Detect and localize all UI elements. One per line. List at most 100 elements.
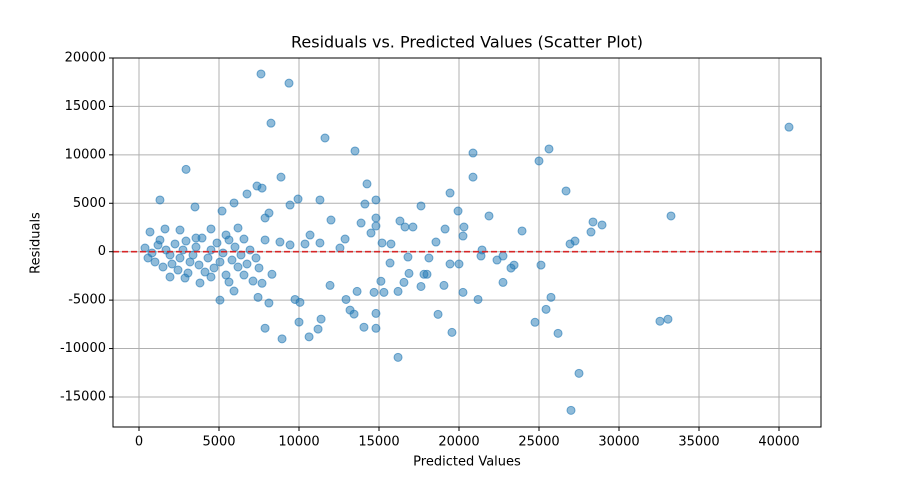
plot-frame	[112, 57, 822, 428]
scatter-point	[320, 133, 330, 143]
scatter-point	[285, 200, 295, 210]
scatter-point	[245, 245, 255, 255]
scatter-point	[379, 287, 389, 297]
scatter-point	[260, 235, 270, 245]
scatter-point	[191, 233, 201, 243]
scatter-point	[294, 317, 304, 327]
scatter-point	[359, 322, 369, 332]
scatter-point	[150, 257, 160, 267]
scatter-point	[285, 240, 295, 250]
scatter-point	[260, 323, 270, 333]
scatter-point	[181, 236, 191, 246]
scatter-point	[403, 252, 413, 262]
scatter-point	[553, 328, 563, 338]
scatter-point	[341, 294, 351, 304]
scatter-point	[173, 265, 183, 275]
scatter-point	[200, 267, 210, 277]
scatter-point	[315, 195, 325, 205]
scatter-point	[498, 277, 508, 287]
scatter-point	[666, 211, 676, 221]
scatter-point	[175, 253, 185, 263]
scatter-point	[468, 148, 478, 158]
scatter-point	[362, 179, 372, 189]
scatter-point	[517, 226, 527, 236]
scatter-point	[433, 309, 443, 319]
scatter-point	[371, 195, 381, 205]
x-tick-label: 25000	[518, 435, 559, 450]
scatter-point	[356, 218, 366, 228]
x-tick-label: 35000	[678, 435, 719, 450]
scatter-point	[257, 183, 267, 193]
scatter-point	[393, 352, 403, 362]
scatter-point	[476, 251, 486, 261]
scatter-point	[371, 323, 381, 333]
scatter-point	[284, 78, 294, 88]
scatter-point	[239, 270, 249, 280]
scatter-point	[454, 259, 464, 269]
scatter-point	[565, 239, 575, 249]
scatter-point	[431, 237, 441, 247]
scatter-point	[371, 221, 381, 231]
scatter-point	[155, 235, 165, 245]
scatter-point	[276, 172, 286, 182]
scatter-point	[155, 195, 165, 205]
scatter-point	[300, 239, 310, 249]
scatter-point	[459, 222, 469, 232]
scatter-point	[206, 224, 216, 234]
scatter-point	[498, 251, 508, 261]
scatter-point	[371, 213, 381, 223]
scatter-point	[230, 242, 240, 252]
scatter-point	[160, 224, 170, 234]
scatter-point	[536, 260, 546, 270]
scatter-point	[588, 217, 598, 227]
scatter-point	[260, 213, 270, 223]
x-tick-label: 30000	[598, 435, 639, 450]
scatter-point	[376, 276, 386, 286]
scatter-point	[277, 334, 287, 344]
scatter-point	[215, 257, 225, 267]
scatter-point	[248, 276, 258, 286]
scatter-point	[217, 206, 227, 216]
y-tick-label: -5000	[68, 293, 106, 308]
scatter-point	[167, 259, 177, 269]
x-tick-label: 0	[135, 435, 143, 450]
scatter-point	[251, 253, 261, 263]
scatter-point	[188, 250, 198, 260]
scatter-point	[784, 122, 794, 132]
scatter-point	[256, 69, 266, 79]
scatter-point	[458, 231, 468, 241]
scatter-point	[546, 292, 556, 302]
chart-title: Residuals vs. Predicted Values (Scatter …	[291, 33, 643, 52]
scatter-point	[215, 295, 225, 305]
y-tick-label: -15000	[60, 389, 106, 404]
scatter-point	[371, 308, 381, 318]
scatter-point	[227, 255, 237, 265]
scatter-point	[178, 245, 188, 255]
scatter-point	[445, 188, 455, 198]
y-tick-label: 10000	[65, 147, 106, 162]
scatter-point	[209, 263, 219, 273]
scatter-point	[350, 146, 360, 156]
x-axis-label: Predicted Values	[413, 455, 521, 470]
scatter-point	[393, 286, 403, 296]
scatter-point	[326, 215, 336, 225]
scatter-point	[206, 272, 216, 282]
scatter-point	[386, 239, 396, 249]
x-tick-label: 10000	[278, 435, 319, 450]
scatter-point	[484, 211, 494, 221]
scatter-point	[180, 273, 190, 283]
scatter-point	[212, 238, 222, 248]
scatter-point	[447, 327, 457, 337]
scatter-point	[597, 220, 607, 230]
x-tick-label: 20000	[438, 435, 479, 450]
scatter-point	[218, 248, 228, 258]
scatter-point	[325, 280, 335, 290]
y-tick-label: 15000	[65, 99, 106, 114]
scatter-point	[422, 269, 432, 279]
scatter-point	[574, 368, 584, 378]
scatter-point	[385, 258, 395, 268]
y-tick-label: 20000	[65, 51, 106, 66]
scatter-point	[424, 253, 434, 263]
scatter-point	[395, 216, 405, 226]
